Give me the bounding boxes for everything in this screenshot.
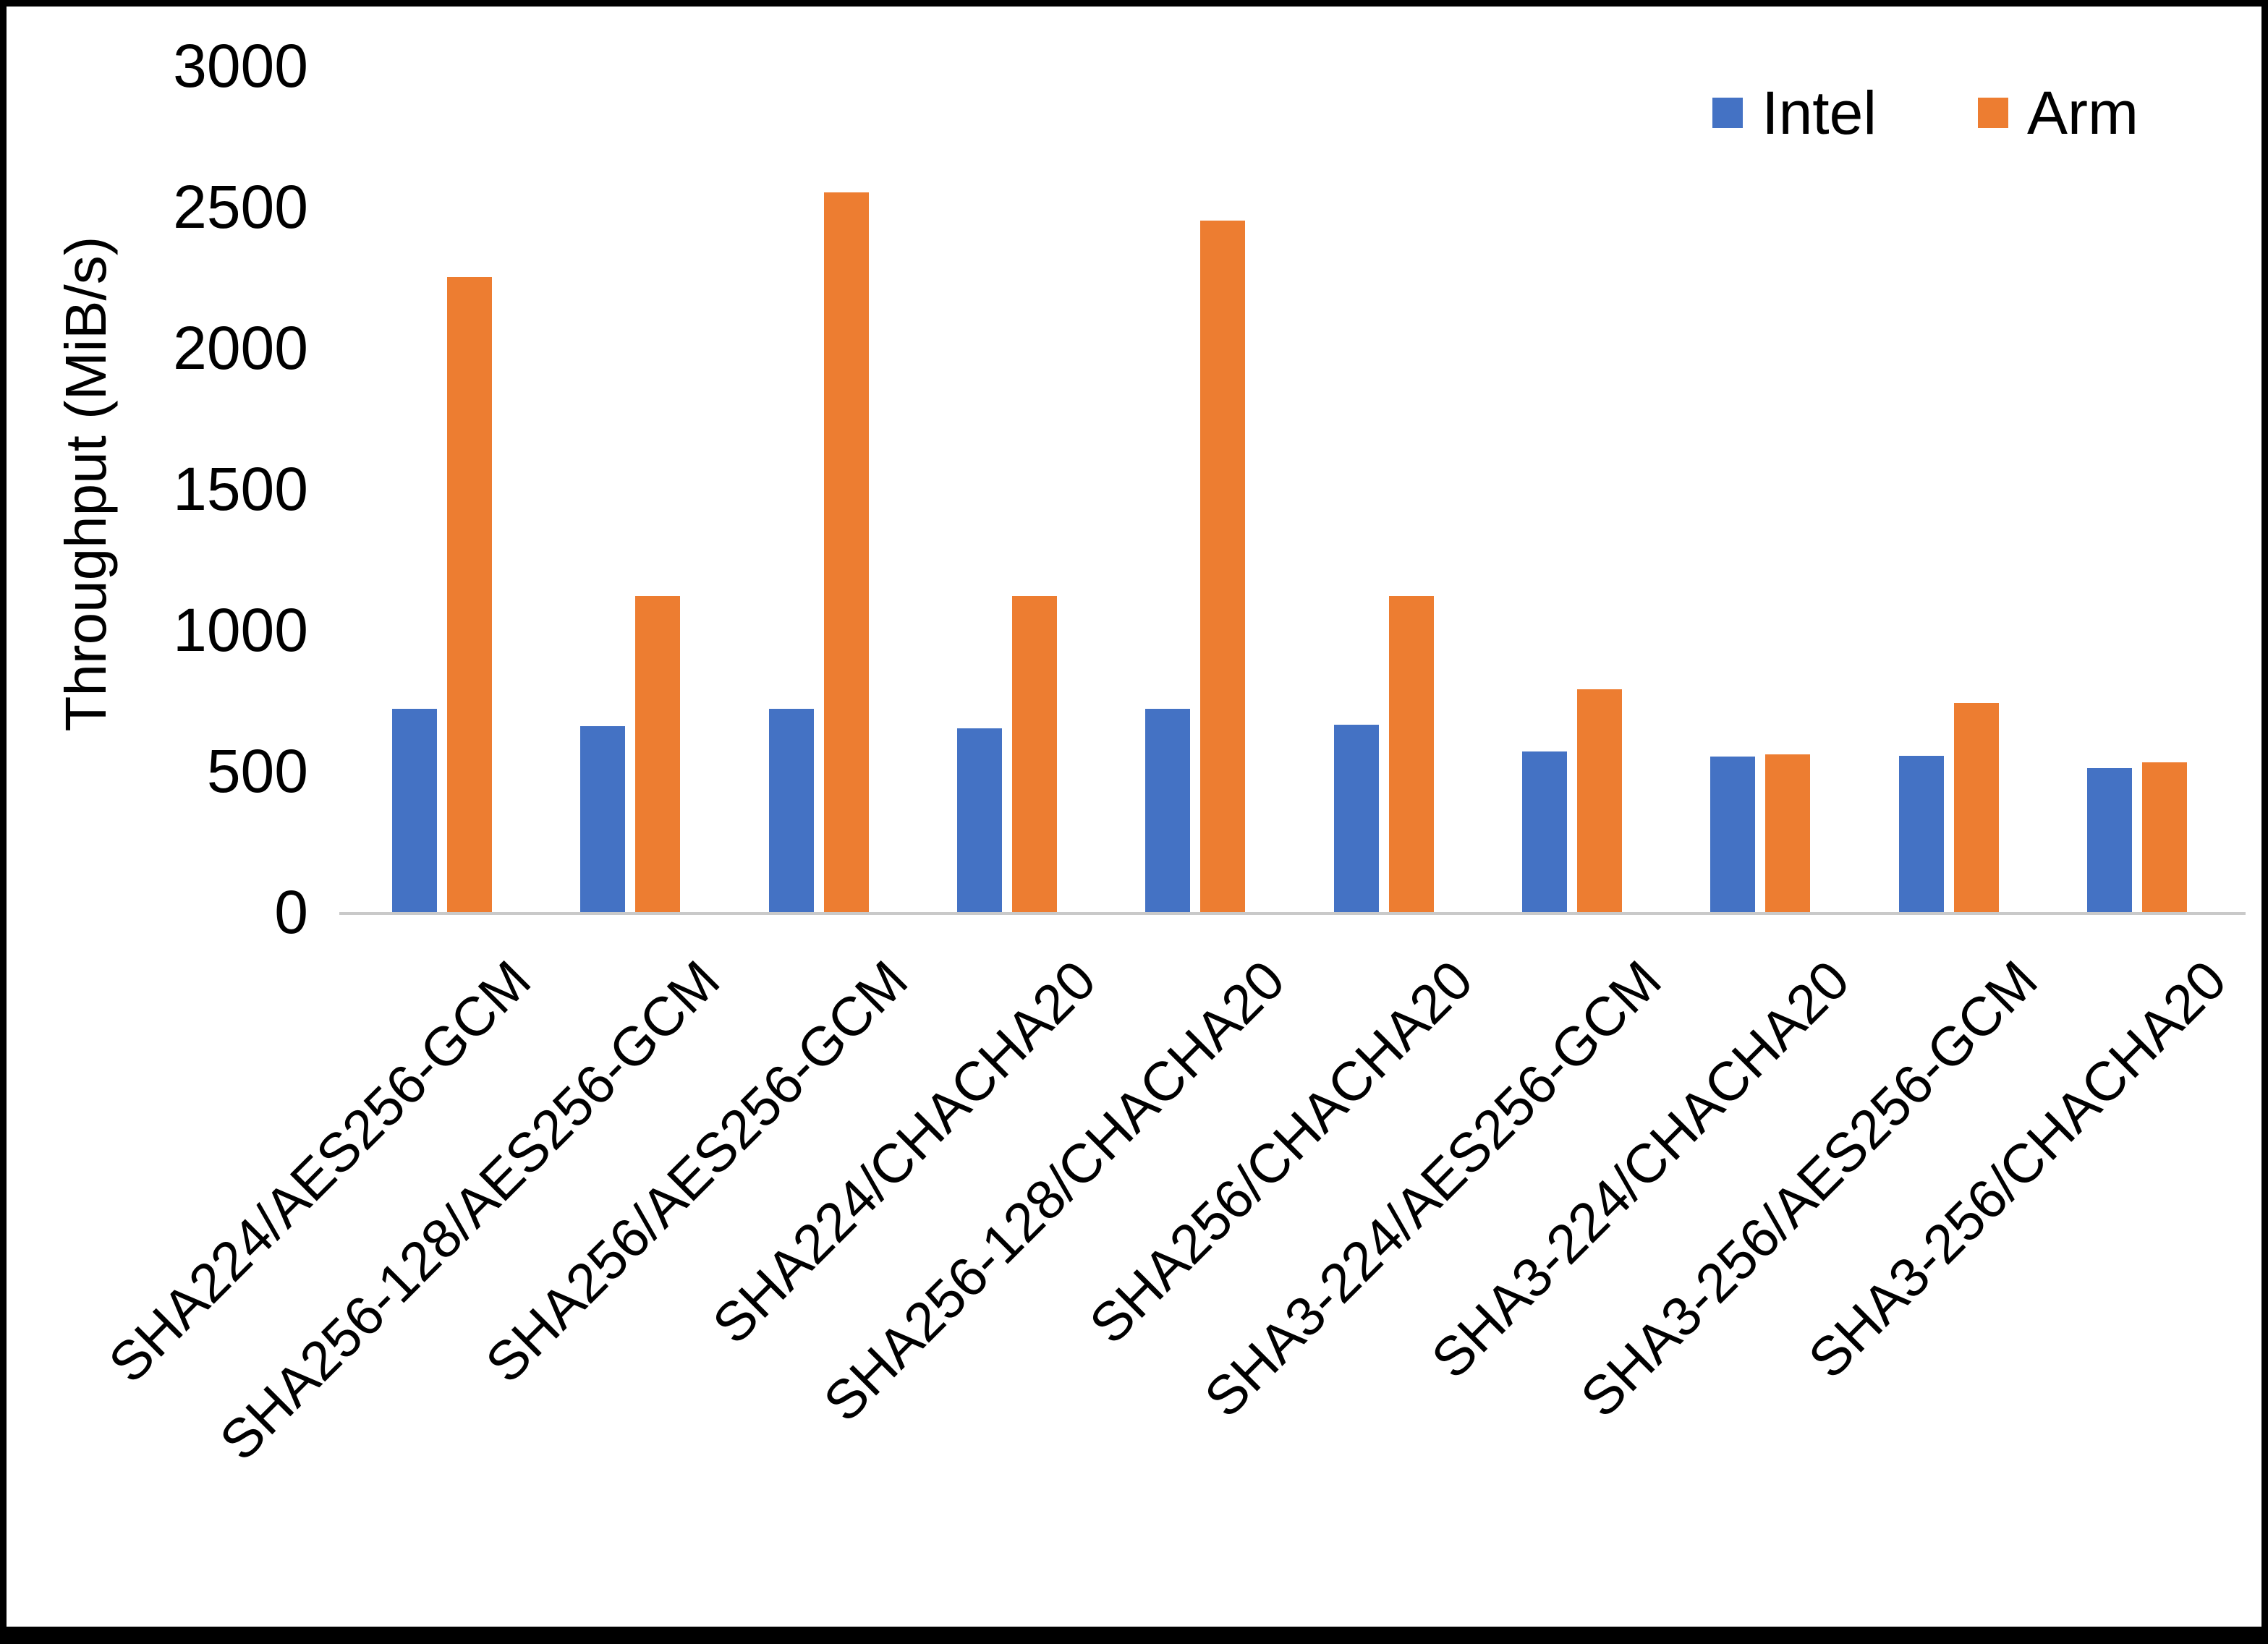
bar-arm-sha224-aes256-gcm xyxy=(447,277,492,912)
bar-intel-sha224-aes256-gcm xyxy=(392,709,437,912)
bar-intel-sha256-128-chacha20 xyxy=(1145,709,1190,912)
bar-intel-sha256-chacha20 xyxy=(1334,725,1379,912)
y-tick-label-2000: 2000 xyxy=(173,314,308,382)
bar-arm-sha3-224-aes256-gcm xyxy=(1577,689,1622,912)
x-axis-line xyxy=(339,912,2246,915)
bar-arm-sha256-128-chacha20 xyxy=(1200,221,1245,912)
legend-item-intel: Intel xyxy=(1712,82,1877,143)
y-tick-label-3000: 3000 xyxy=(173,32,308,100)
bar-intel-sha256-aes256-gcm xyxy=(769,709,814,912)
y-tick-label-1000: 1000 xyxy=(173,596,308,664)
legend-label-arm: Arm xyxy=(2027,79,2139,147)
bar-arm-sha3-256-chacha20 xyxy=(2142,762,2187,912)
legend-item-arm: Arm xyxy=(1978,82,2139,143)
bar-arm-sha256-chacha20 xyxy=(1389,596,1434,912)
bar-intel-sha3-256-aes256-gcm xyxy=(1899,756,1944,912)
bar-intel-sha3-224-aes256-gcm xyxy=(1522,751,1567,912)
bar-intel-sha3-256-chacha20 xyxy=(2087,768,2132,912)
legend-swatch-intel xyxy=(1712,98,1744,128)
y-tick-label-2500: 2500 xyxy=(173,173,308,241)
bar-arm-sha3-224-chacha20 xyxy=(1765,754,1810,912)
legend-label-intel: Intel xyxy=(1762,79,1877,147)
legend-swatch-arm xyxy=(1978,98,2009,128)
y-tick-label-500: 500 xyxy=(206,737,308,805)
bar-arm-sha3-256-aes256-gcm xyxy=(1954,703,1999,912)
bar-arm-sha256-128-aes256-gcm xyxy=(635,596,680,912)
bar-intel-sha224-chacha20 xyxy=(957,728,1002,912)
y-tick-label-1500: 1500 xyxy=(173,455,308,523)
x-category-label-sha256-chacha20: SHA256/CHACHA20 xyxy=(1078,949,1485,1356)
bar-arm-sha224-chacha20 xyxy=(1012,596,1057,912)
legend: Intel Arm xyxy=(1712,82,2139,143)
chart-area: Throughput (MiB/s) 0 500 1000 1500 2000 2500 3… xyxy=(7,7,2261,1627)
x-category-label-sha224-chacha20: SHA224/CHACHA20 xyxy=(701,949,1108,1356)
bar-arm-sha256-aes256-gcm xyxy=(824,192,869,912)
bar-intel-sha3-224-chacha20 xyxy=(1710,757,1755,912)
y-tick-label-0: 0 xyxy=(274,878,308,946)
bar-intel-sha256-128-aes256-gcm xyxy=(580,726,625,912)
